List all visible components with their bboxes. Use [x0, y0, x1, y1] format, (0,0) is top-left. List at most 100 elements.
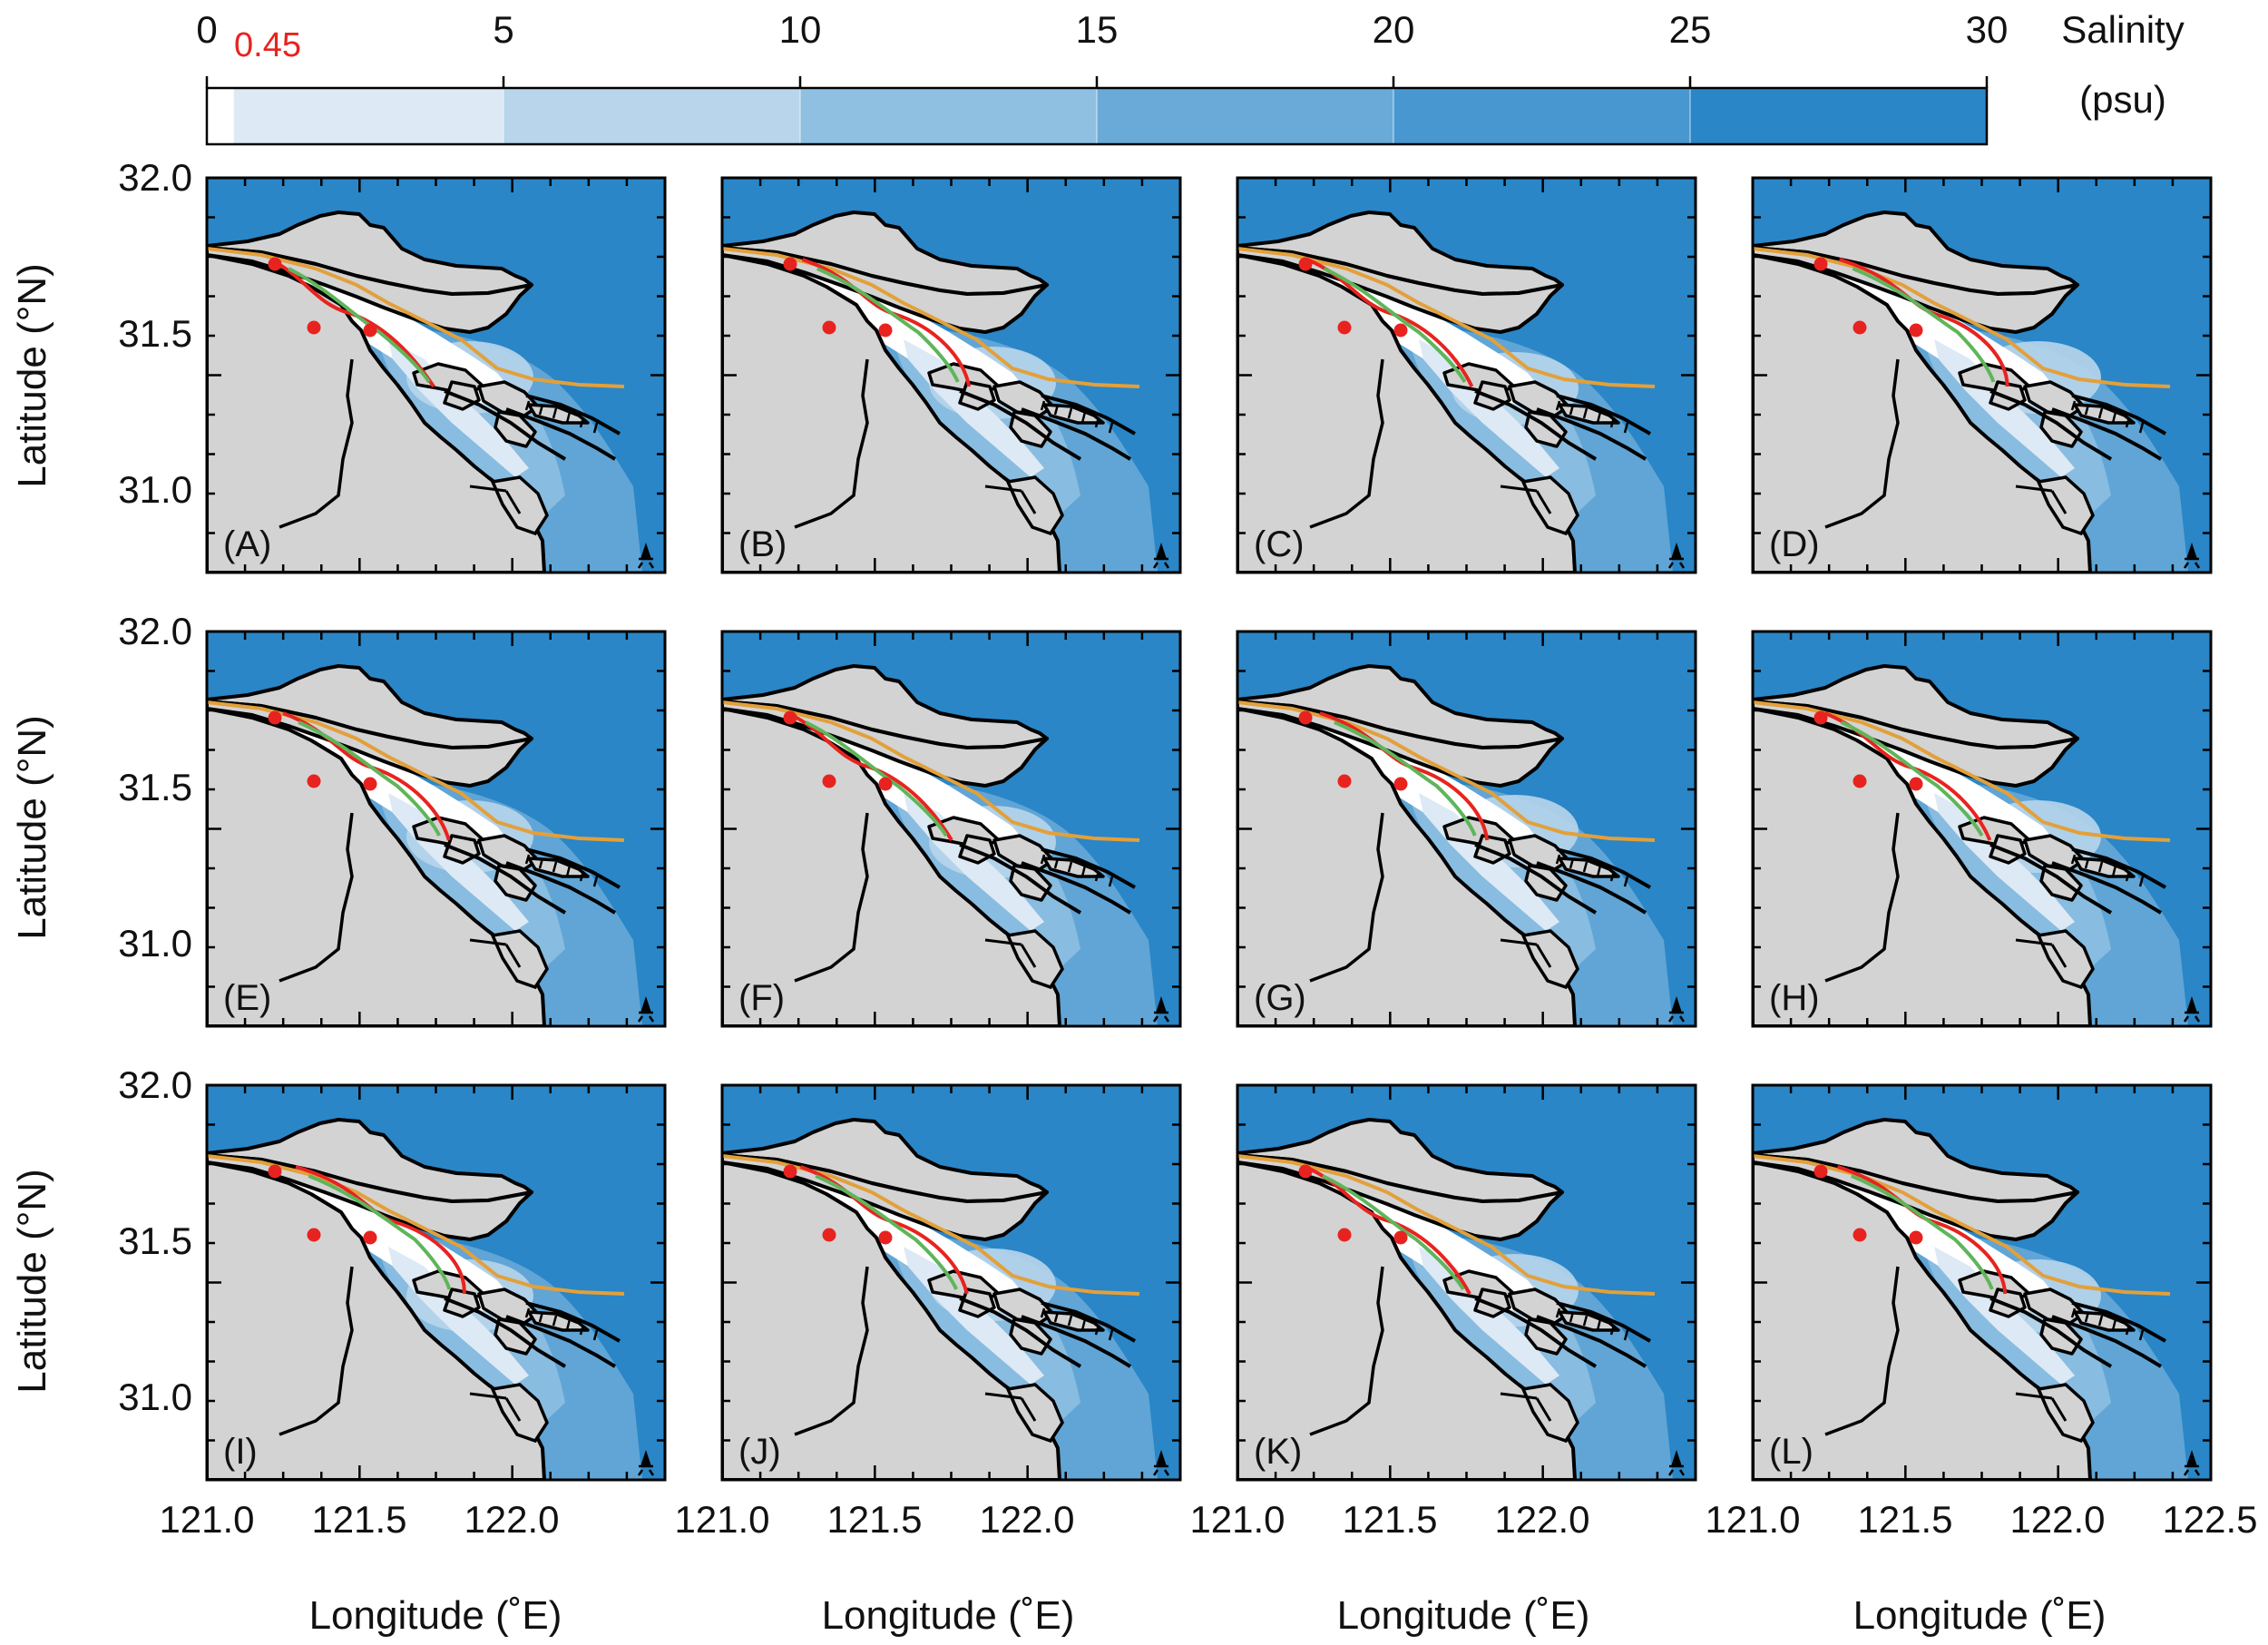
x-tick-label: 122.0	[979, 1498, 1074, 1541]
coastal-road	[1500, 485, 1552, 514]
panel-label: (G)	[1254, 978, 1306, 1018]
station-marker	[783, 1164, 797, 1179]
shoal-island	[2073, 1310, 2136, 1332]
coastal-road	[2015, 485, 2068, 514]
map-panel: (B)	[720, 176, 1182, 574]
training-dike	[525, 847, 621, 889]
shoal-island	[2073, 403, 2136, 425]
colorbar-blocks	[207, 88, 1987, 144]
coastal-road	[1500, 1392, 1552, 1422]
colorbar-tick-label: 20	[1373, 8, 1415, 51]
training-dike	[2071, 394, 2166, 436]
training-dike	[505, 861, 617, 915]
colorbar-tick-label: 0	[196, 8, 217, 51]
panel-ticks	[1753, 632, 2211, 1026]
training-dike	[1474, 389, 1598, 461]
panel-ticks	[1237, 1085, 1696, 1480]
panel-label: (H)	[1769, 978, 1820, 1018]
shoal-island	[1042, 1310, 1105, 1332]
map-panel: (G)	[1236, 630, 1697, 1028]
groyne-ticks	[1555, 400, 1629, 434]
station-marker	[878, 323, 893, 338]
colorbar-block	[503, 88, 800, 144]
inland-river	[1824, 1266, 1900, 1436]
isohaline-green	[308, 1174, 452, 1290]
station-marker	[1337, 320, 1352, 335]
station-marker	[363, 1230, 377, 1245]
x-tick-label: 121.5	[1857, 1498, 1952, 1541]
shoal-island	[1558, 857, 1620, 878]
channel-line-orange	[1753, 700, 2171, 842]
panel-label: (F)	[738, 978, 785, 1018]
map-panel: (F)	[720, 630, 1182, 1028]
training-dike	[959, 1297, 1082, 1368]
isohaline-green	[1851, 1174, 1994, 1290]
chongming-island	[1753, 246, 2079, 334]
shoal-island	[1558, 1310, 1620, 1332]
isohaline-green	[1322, 1174, 1465, 1291]
north-arrow-icon	[637, 996, 655, 1023]
isohaline-green	[1852, 267, 1996, 383]
chongming-island	[207, 700, 533, 788]
isohaline-green	[298, 720, 442, 837]
panel-ticks	[722, 178, 1180, 573]
station-marker	[783, 710, 797, 725]
north-arrow-icon	[637, 543, 655, 569]
colorbar-tick-label: 10	[779, 8, 822, 51]
training-dike	[959, 843, 1082, 915]
station-marker	[1337, 774, 1352, 788]
station-marker	[1298, 1164, 1313, 1179]
station-marker	[1393, 777, 1408, 791]
y-tick-label: 31.5	[118, 312, 192, 355]
colorbar-ticks: 0 5 10 15 20 25 30	[196, 8, 2008, 88]
map-panel-content	[1753, 632, 2211, 1026]
y-tick-label: 32.0	[118, 1063, 192, 1106]
station-marker	[1298, 710, 1313, 725]
panel-ticks	[1753, 1085, 2211, 1480]
training-dike	[2071, 847, 2166, 889]
x-tick-label: 121.5	[826, 1498, 922, 1541]
x-tick-label: 121.0	[1705, 1498, 1800, 1541]
north-arrow-icon	[637, 1450, 655, 1476]
station-marker	[1393, 323, 1408, 338]
station-marker	[822, 1228, 836, 1242]
panel-ticks	[722, 632, 1180, 1026]
groyne-ticks	[524, 1307, 599, 1341]
y-tick-label: 31.0	[118, 1376, 192, 1418]
groyne-ticks	[1040, 854, 1114, 887]
panel-ticks	[207, 1085, 665, 1480]
channel-line-orange	[1237, 247, 1656, 388]
station-marker	[822, 774, 836, 788]
panel-ticks	[1237, 632, 1696, 1026]
map-panel-content	[722, 178, 1180, 573]
isohaline-green	[816, 267, 960, 383]
tick-labels: 32.0 31.5 31.0 32.0 31.5 31.0 32.0 31.5 31.0 121.…	[118, 156, 2257, 1541]
north-arrow-icon	[2183, 543, 2201, 569]
map-panel: (D)	[1751, 176, 2213, 574]
map-panel-content	[722, 632, 1180, 1026]
coastal-road	[2015, 938, 2068, 968]
station-marker	[1853, 774, 1867, 788]
map-panel-content	[207, 178, 665, 573]
y-tick-label: 31.0	[118, 468, 192, 511]
north-arrow-icon	[2183, 1450, 2201, 1476]
station-marker	[1909, 323, 1923, 338]
north-arrow-icon	[1667, 543, 1686, 569]
coastal-road	[984, 485, 1037, 514]
training-dike	[1041, 1301, 1136, 1343]
x-tick-label: 121.5	[1342, 1498, 1437, 1541]
groyne-ticks	[1555, 1307, 1629, 1341]
colorbar-block	[233, 88, 503, 144]
station-marker	[1909, 1230, 1923, 1245]
station-marker	[1337, 1228, 1352, 1242]
station-marker	[1298, 257, 1313, 271]
station-marker	[307, 1228, 321, 1242]
inland-river	[279, 1266, 354, 1436]
colorbar-tick-label: 25	[1669, 8, 1712, 51]
chongming-island	[207, 1153, 533, 1241]
x-tick-label: 121.0	[159, 1498, 254, 1541]
map-panel-content	[1237, 1085, 1696, 1480]
north-arrow-icon	[1152, 996, 1170, 1023]
groyne-ticks	[1040, 400, 1114, 434]
panel-label: (B)	[738, 524, 787, 564]
